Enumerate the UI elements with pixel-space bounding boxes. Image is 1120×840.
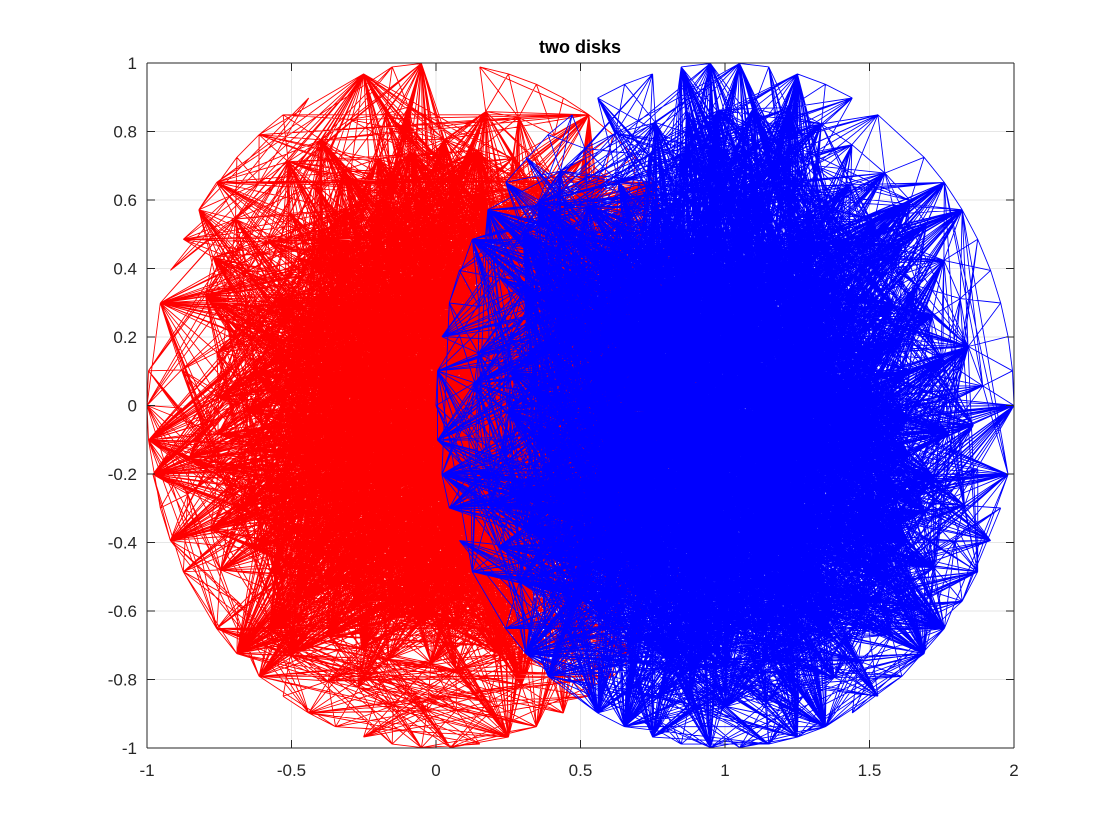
tick-marks <box>146 62 1015 749</box>
y-tick-label: 1 <box>128 54 137 73</box>
tick-labels: -1 -0.5 0 0.5 1 1.5 2 -1 -0.8 -0.6 -0.4 -0.2 0 0.2 0.4… <box>108 54 1019 780</box>
x-tick-label: 2 <box>1009 761 1018 780</box>
y-tick-label: 0 <box>128 397 137 416</box>
y-tick-label: 0.6 <box>113 191 137 210</box>
x-tick-label: 1 <box>720 761 729 780</box>
mesh-layer <box>146 62 1015 749</box>
y-tick-label: -1 <box>122 739 137 758</box>
y-tick-label: 0.2 <box>113 328 137 347</box>
y-tick-label: -0.4 <box>108 534 137 553</box>
y-tick-label: 0.4 <box>113 260 137 279</box>
x-tick-label: -1 <box>139 761 154 780</box>
disk-mesh-2 <box>435 62 1015 749</box>
x-tick-label: 1.5 <box>858 761 882 780</box>
x-tick-label: 0 <box>431 761 440 780</box>
y-tick-label: -0.8 <box>108 671 137 690</box>
x-tick-label: 0.5 <box>569 761 593 780</box>
y-tick-label: 0.8 <box>113 123 137 142</box>
chart-title: two disks <box>539 37 621 57</box>
y-tick-label: -0.2 <box>108 465 137 484</box>
x-tick-label: -0.5 <box>277 761 306 780</box>
y-tick-label: -0.6 <box>108 602 137 621</box>
